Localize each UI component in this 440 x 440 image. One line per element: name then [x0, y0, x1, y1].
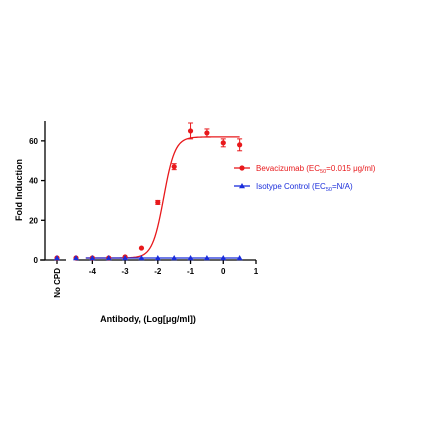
series-points — [54, 122, 243, 261]
x-tick-label: 1 — [254, 267, 259, 276]
data-point — [239, 183, 245, 189]
data-point — [220, 140, 226, 146]
data-point — [155, 199, 161, 206]
data-point — [154, 255, 161, 261]
data-point — [138, 255, 145, 261]
axes: 0 20 40 60 No CPD -4 -3 -2 -1 0 1 — [29, 121, 259, 298]
data-point — [220, 255, 227, 261]
data-point — [89, 255, 96, 261]
data-point — [239, 165, 245, 171]
data-point — [73, 255, 79, 261]
data-point — [105, 255, 112, 261]
legend-label: Bevacizumab (EC50=0.015 μg/ml) — [256, 164, 376, 175]
fit-curve — [85, 136, 240, 259]
y-tick-label: 60 — [29, 137, 38, 146]
y-tick-label: 20 — [29, 216, 38, 225]
data-point — [171, 164, 177, 170]
fit-curves — [85, 136, 240, 259]
x-tick-label: -4 — [89, 267, 97, 276]
series-points — [54, 255, 243, 261]
x-tick-label: 0 — [221, 267, 226, 276]
y-tick-label: 40 — [29, 177, 38, 186]
x-axis-title: Antibody, (Log[μg/ml]) — [100, 314, 196, 324]
data-point — [237, 142, 243, 148]
legend-label: Isotype Control (EC50=N/A) — [256, 182, 353, 193]
data-point — [203, 255, 210, 261]
x-tick-label: -1 — [187, 267, 195, 276]
data-point — [204, 130, 210, 136]
data-point — [138, 245, 145, 251]
legend: Bevacizumab (EC50=0.015 μg/ml) Isotype Co… — [234, 164, 376, 193]
y-tick-label: 0 — [34, 256, 39, 265]
data-point — [122, 255, 129, 261]
x-tick-label: -2 — [154, 267, 162, 276]
y-axis-title: Fold Induction — [14, 159, 24, 221]
data-point — [171, 255, 178, 261]
data-point — [187, 255, 194, 261]
data-point — [236, 255, 243, 261]
data-point — [54, 255, 60, 261]
legend-entry: Isotype Control (EC50=N/A) — [234, 182, 353, 193]
x-tick-label: -3 — [122, 267, 130, 276]
legend-entry: Bevacizumab (EC50=0.015 μg/ml) — [234, 164, 376, 175]
data-points — [54, 122, 243, 261]
data-point — [187, 128, 194, 134]
control-tick-label: No CPD — [53, 268, 62, 298]
